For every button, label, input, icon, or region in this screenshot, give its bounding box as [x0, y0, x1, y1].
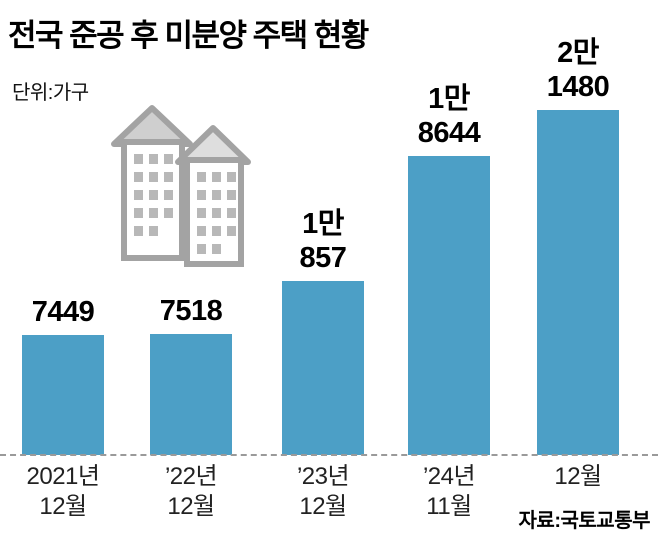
bar-column: 7449 2021년 12월 — [22, 0, 104, 539]
bar — [282, 281, 364, 455]
buildings-icon — [111, 105, 251, 267]
bar-column: 2만 1480 12월 — [537, 0, 619, 539]
x-axis-label: ’22년 12월 — [164, 463, 218, 520]
x-axis-label: ’24년 11월 — [422, 463, 476, 520]
bar-value-label: 7518 — [159, 295, 223, 327]
bar-column: 7518 ’22년 12월 — [150, 0, 232, 539]
bar-value-label: 2만 1480 — [546, 37, 610, 103]
bar — [22, 335, 104, 455]
bar-column: 1만 857 ’23년 12월 — [282, 0, 364, 539]
x-axis-label: ’23년 12월 — [296, 463, 350, 520]
bar-column: 1만 8644 ’24년 11월 — [408, 0, 490, 539]
chart-title: 전국 준공 후 미분양 주택 현황 — [8, 18, 369, 53]
x-axis-label: 12월 — [554, 463, 602, 490]
bar-value-label: 1만 857 — [299, 208, 347, 274]
bar — [150, 334, 232, 455]
x-axis-label: 2021년 12월 — [26, 463, 100, 520]
bar — [537, 110, 619, 455]
unit-label: 단위:가구 — [12, 82, 89, 104]
bar — [408, 156, 490, 455]
bar-value-label: 1만 8644 — [417, 83, 481, 149]
baseline-dashed-line — [0, 454, 658, 456]
source-label: 자료:국토교통부 — [518, 510, 651, 532]
bar-value-label: 7449 — [31, 296, 95, 328]
